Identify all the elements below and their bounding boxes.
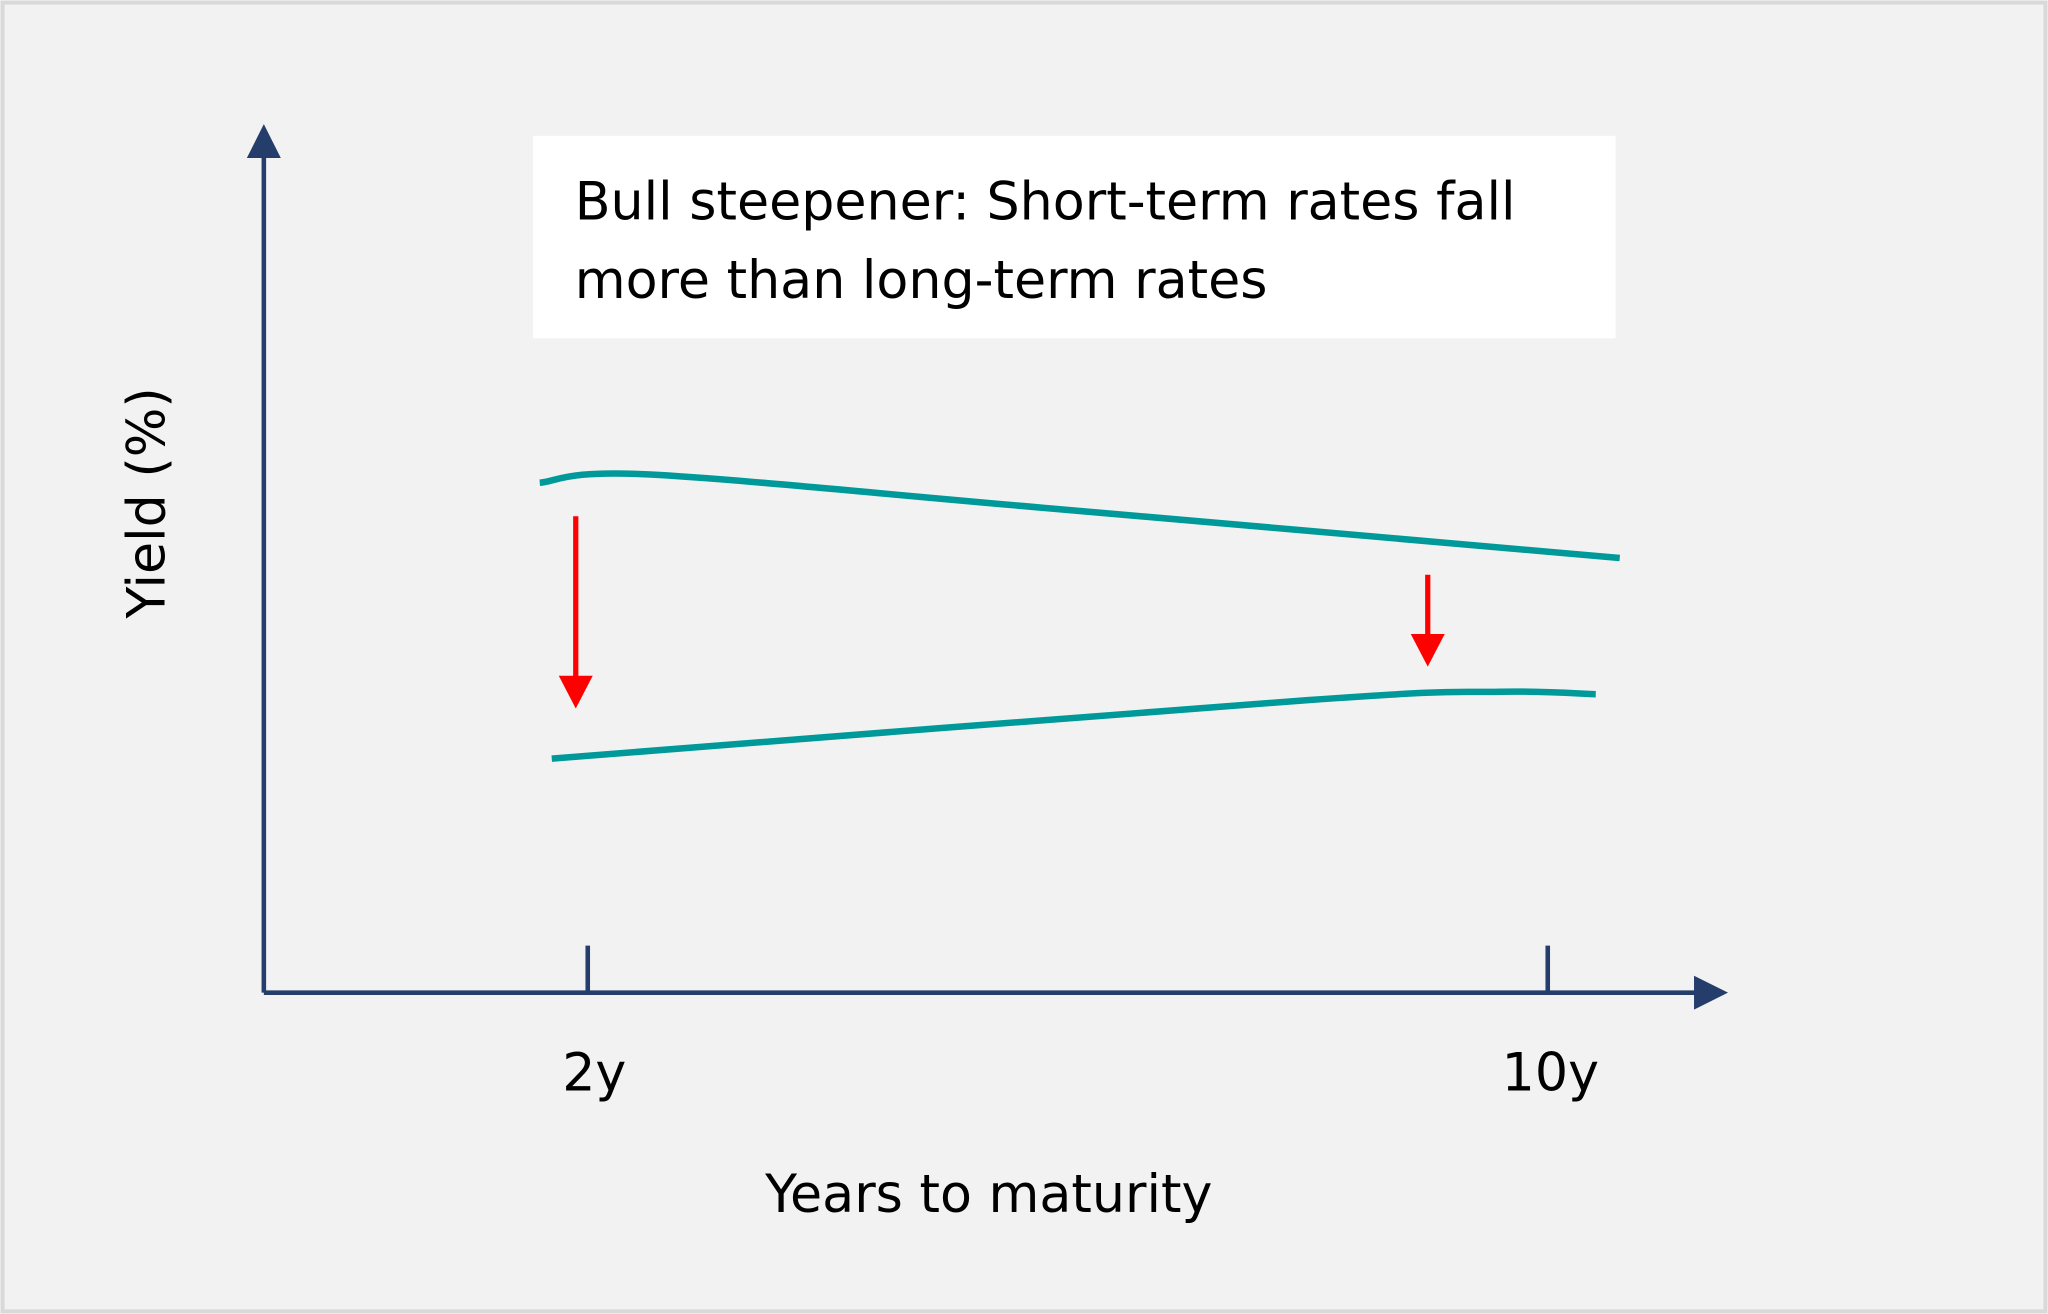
x-axis-label: Years to maturity xyxy=(764,1165,1212,1225)
axes xyxy=(246,124,1728,1010)
down-arrow-head-1 xyxy=(558,675,593,709)
yield-curve-after xyxy=(551,688,1596,762)
series-group xyxy=(539,470,1621,762)
down-arrow-head-2 xyxy=(1410,634,1445,667)
annotation-line-1: Bull steepener: Short-term rates fall xyxy=(575,172,1516,232)
x-axis-arrowhead xyxy=(1694,975,1728,1010)
tick-label-10y: 10y xyxy=(1502,1044,1599,1104)
y-axis-arrowhead xyxy=(246,124,281,159)
y-axis-label: Yield (%) xyxy=(118,387,178,619)
shift-arrows xyxy=(558,516,1445,709)
annotation-box xyxy=(532,135,1616,339)
yield-curve-before xyxy=(539,470,1621,562)
tick-label-2y: 2y xyxy=(562,1044,626,1104)
annotation-line-2: more than long-term rates xyxy=(575,251,1268,311)
